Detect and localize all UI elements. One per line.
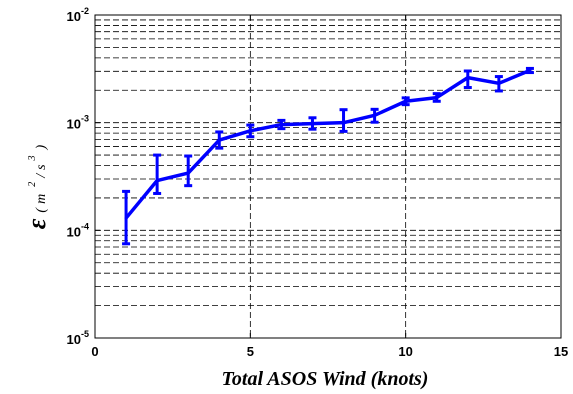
y-axis-label-exp-2: 2 [27,182,38,187]
y-tick-label-exponent: -4 [81,221,89,231]
y-axis-label-unit-s: s [34,164,49,170]
data-point [497,81,501,85]
data-point [404,99,408,103]
plot-frame [94,14,562,339]
y-tick-label-exponent: -2 [81,6,89,16]
y-tick-label-base: 10 [67,224,81,239]
data-point [310,122,314,126]
y-axis-label-slash: / [34,173,49,179]
y-tick-label-exponent: -5 [81,329,89,339]
data-point [217,138,221,142]
y-axis-label: ε ( m 2 / s 3 ) [22,144,51,229]
data-point [466,76,470,80]
data-point [248,129,252,133]
data-point [373,113,377,117]
y-tick-label: 10-5 [67,329,89,347]
y-axis-label-close-paren: ) [34,144,49,150]
y-tick-label-exponent: -3 [81,114,89,124]
series-line [124,68,531,220]
y-tick-label: 10-3 [67,114,89,132]
data-point [124,216,128,220]
y-tick-label-base: 10 [67,332,81,347]
x-tick-label: 10 [398,344,412,359]
y-axis-label-symbol: ε [22,218,51,229]
y-axis-label-unit-m: m [34,194,49,204]
y-axis-label-open-paren: ( [34,207,49,213]
x-axis-label: Total ASOS Wind (knots) [222,368,429,390]
y-tick-label: 10-2 [67,6,89,24]
data-point [155,179,159,183]
x-tick-label: 5 [247,344,254,359]
y-tick-label: 10-4 [67,221,89,239]
data-point [435,96,439,100]
data-point [186,171,190,175]
x-tick-label: 15 [554,344,568,359]
data-point [342,121,346,125]
y-axis-label-exp-3: 3 [27,155,38,161]
svg-text:ε ( m 2: ε ( m 2 / s 3 ) [22,144,51,229]
data-point [279,123,283,127]
x-tick-label: 0 [91,344,98,359]
grid-lines [95,15,561,338]
data-point [528,68,532,72]
y-tick-label-base: 10 [67,9,81,24]
y-tick-label-base: 10 [67,117,81,132]
data-series [122,66,534,246]
